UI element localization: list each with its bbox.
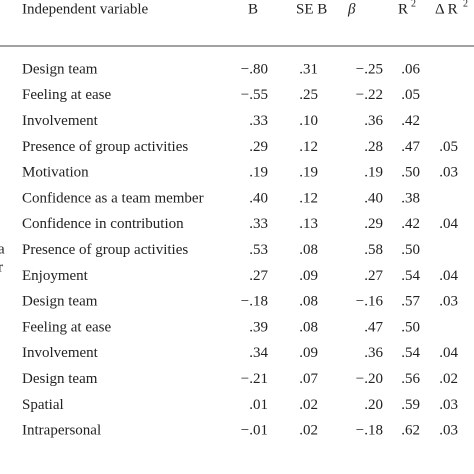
- cell: −.18: [241, 294, 268, 310]
- row-label: Motivation: [22, 165, 89, 181]
- header-cell: R: [398, 1, 408, 17]
- cell: .12: [299, 190, 318, 206]
- cell: .47: [401, 139, 420, 155]
- cell: .58: [364, 242, 383, 258]
- cell: .07: [299, 371, 318, 387]
- cell: .05: [439, 139, 458, 155]
- cell: .19: [364, 165, 383, 181]
- row-label: Intrapersonal: [22, 423, 101, 439]
- cell: .62: [401, 423, 420, 439]
- cell: .42: [401, 113, 420, 129]
- cell: .36: [364, 113, 383, 129]
- cell: .27: [364, 268, 383, 284]
- row-label: Presence of group activities: [22, 139, 188, 155]
- cell: .19: [249, 165, 268, 181]
- cell: .40: [364, 190, 383, 206]
- cell: .19: [299, 165, 318, 181]
- header-cell: B: [248, 1, 258, 17]
- cell: .29: [364, 216, 383, 232]
- cell: −.16: [356, 294, 384, 310]
- cell: .42: [401, 216, 420, 232]
- cell: .08: [299, 294, 318, 310]
- cell: .08: [299, 242, 318, 258]
- cell: −.22: [356, 87, 383, 103]
- cell: .27: [249, 268, 268, 284]
- cell: .57: [401, 294, 420, 310]
- cell: .40: [249, 190, 268, 206]
- row-label: Design team: [22, 371, 98, 387]
- cell: .13: [299, 216, 318, 232]
- header-cell: Independent variable: [22, 1, 149, 17]
- row-label: Feeling at ease: [22, 319, 111, 335]
- cell: .03: [439, 294, 458, 310]
- cell: .20: [364, 397, 383, 413]
- superscript: 2: [463, 0, 468, 9]
- cell: .03: [439, 397, 458, 413]
- superscript: 2: [411, 0, 416, 9]
- cell: .09: [299, 345, 318, 361]
- cell: .04: [439, 345, 458, 361]
- cell: −.55: [241, 87, 268, 103]
- cell: .33: [249, 113, 268, 129]
- cell: .02: [299, 397, 318, 413]
- cell: .39: [249, 319, 268, 335]
- cell: .08: [299, 319, 318, 335]
- cell: .54: [401, 268, 420, 284]
- cell: .34: [249, 345, 268, 361]
- cell: .12: [299, 139, 318, 155]
- cell: .56: [401, 371, 420, 387]
- row-label: Presence of group activities: [22, 242, 188, 258]
- header-cell: SE B: [296, 1, 327, 17]
- cell: .36: [364, 345, 383, 361]
- cell: .38: [401, 190, 420, 206]
- cell: .53: [249, 242, 268, 258]
- cell: .28: [364, 139, 383, 155]
- cell: .02: [299, 423, 318, 439]
- cell: .05: [401, 87, 420, 103]
- cell: −.01: [241, 423, 268, 439]
- header-cell: β: [347, 1, 356, 17]
- row-label: Involvement: [22, 113, 99, 129]
- cell: .06: [401, 61, 420, 77]
- left-fragment: a: [0, 241, 5, 257]
- cell: .03: [439, 165, 458, 181]
- cell: .54: [401, 345, 420, 361]
- cell: −.21: [241, 371, 268, 387]
- cell: .29: [249, 139, 268, 155]
- cell: .50: [401, 242, 420, 258]
- row-label: Confidence as a team member: [22, 190, 204, 206]
- cell: .03: [439, 423, 458, 439]
- row-label: Design team: [22, 294, 98, 310]
- cell: −.25: [356, 61, 383, 77]
- cell: .47: [364, 319, 383, 335]
- row-label: Design team: [22, 61, 98, 77]
- cell: .04: [439, 268, 458, 284]
- cell: .02: [439, 371, 458, 387]
- row-label: Involvement: [22, 345, 99, 361]
- cell: .50: [401, 165, 420, 181]
- row-label: Enjoyment: [22, 268, 89, 284]
- cell: .10: [299, 113, 318, 129]
- cell: .01: [249, 397, 268, 413]
- cell: .50: [401, 319, 420, 335]
- cell: .04: [439, 216, 458, 232]
- cell: −.18: [356, 423, 383, 439]
- cell: .25: [299, 87, 318, 103]
- cell: −.80: [241, 61, 268, 77]
- cell: .59: [401, 397, 420, 413]
- header-cell: Δ R: [435, 1, 458, 17]
- cell: .31: [299, 61, 318, 77]
- row-label: Spatial: [22, 397, 64, 413]
- row-label: Confidence in contribution: [22, 216, 184, 232]
- left-fragment: r: [0, 259, 3, 275]
- cell: −.20: [356, 371, 383, 387]
- row-label: Feeling at ease: [22, 87, 111, 103]
- cell: .33: [249, 216, 268, 232]
- cell: .09: [299, 268, 318, 284]
